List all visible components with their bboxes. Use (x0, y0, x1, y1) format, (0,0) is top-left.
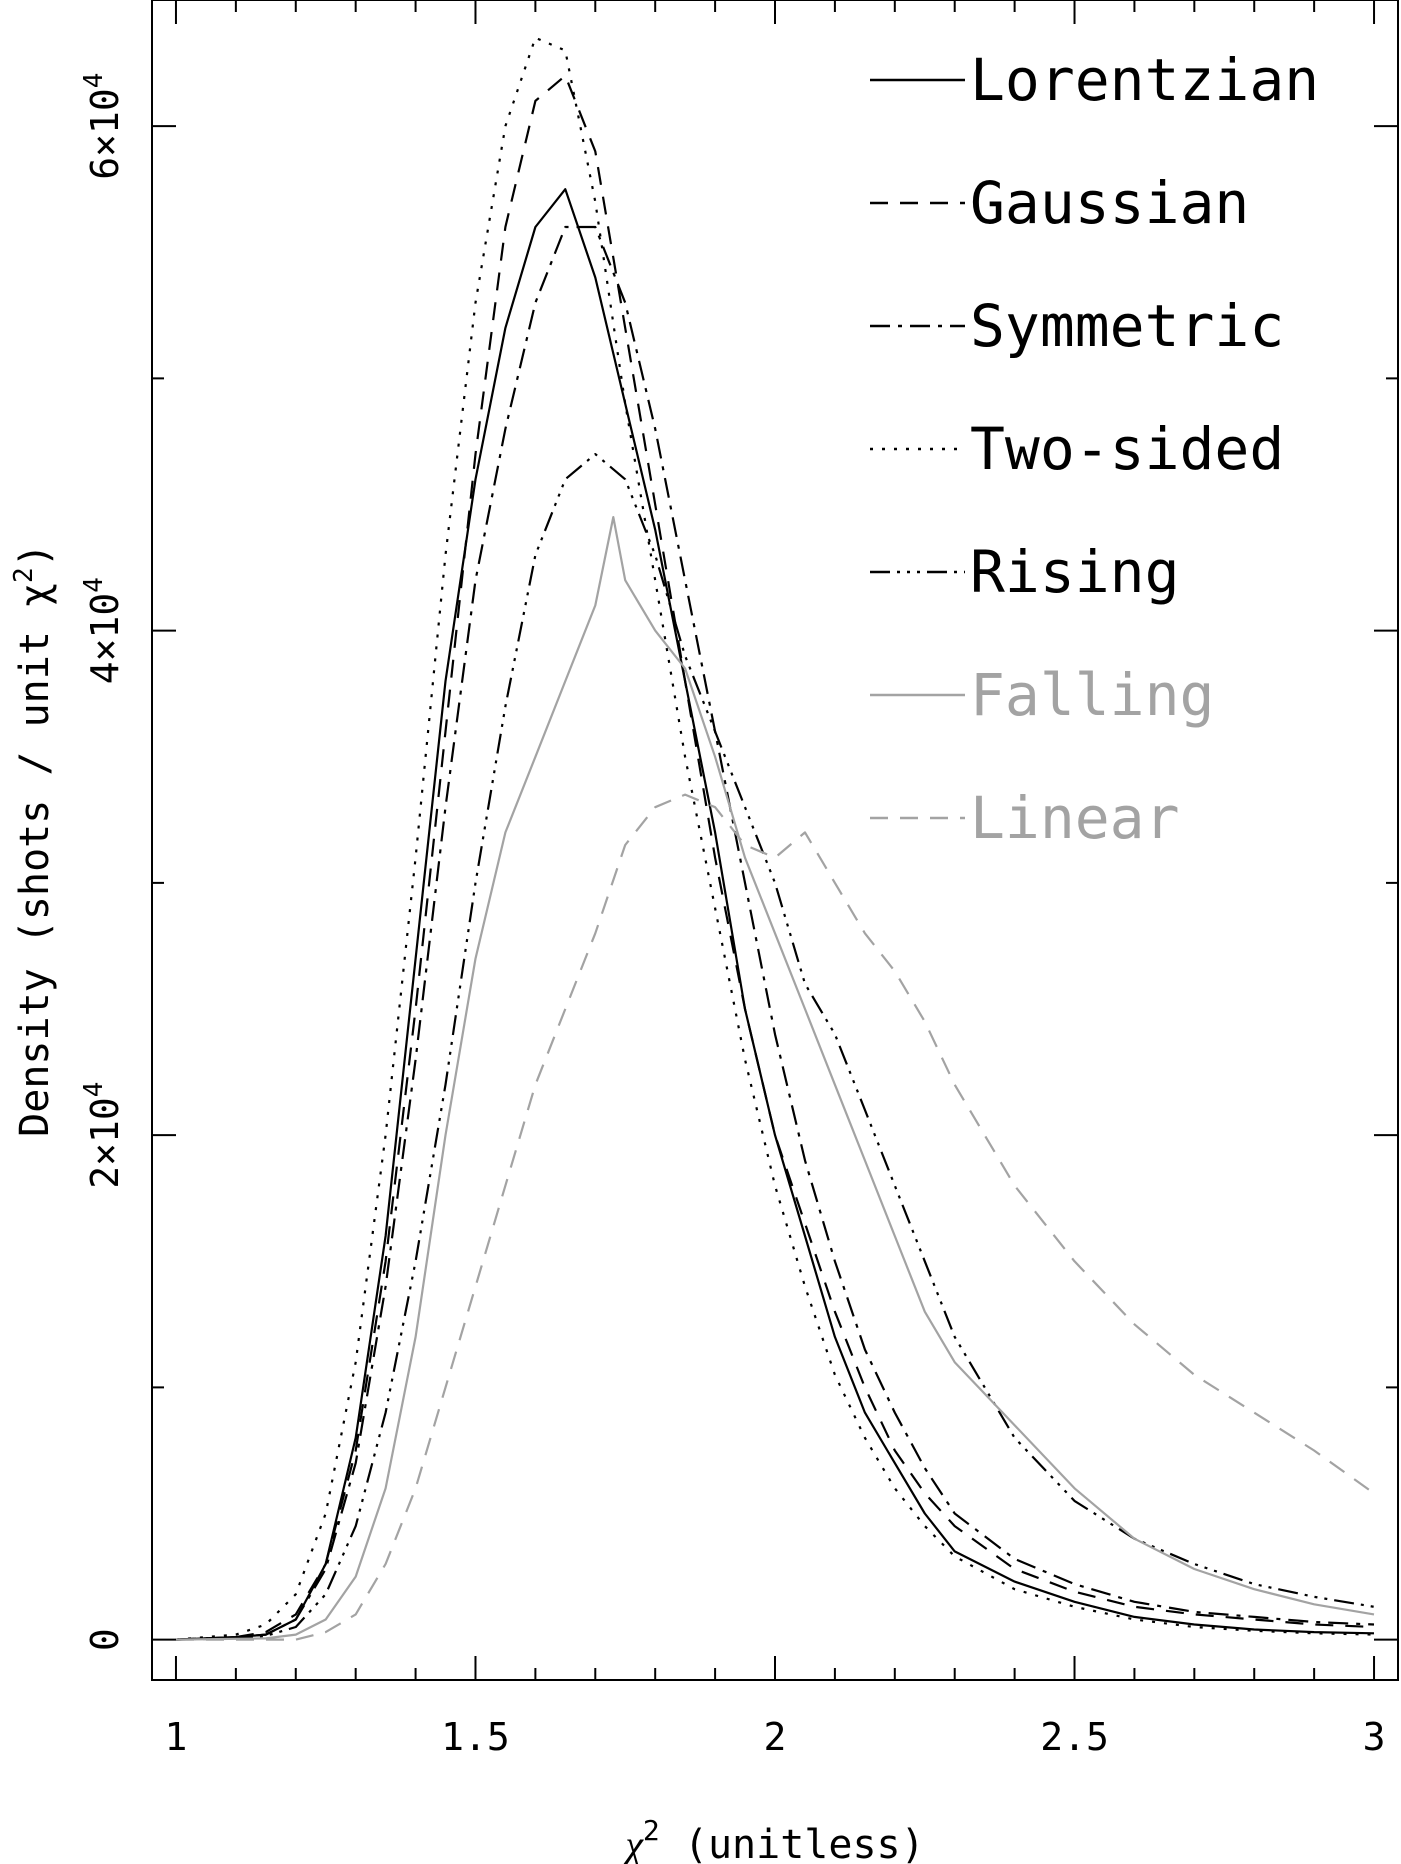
x-axis-title-main: χ (621, 1822, 644, 1864)
x-axis-title-sup: 2 (643, 1814, 660, 1847)
legend-label: Linear (970, 784, 1180, 852)
y-tick-label-base: 2×10 (83, 1097, 127, 1189)
y-tick-label-exp: 4 (79, 577, 109, 593)
y-tick-label-exp: 4 (79, 73, 109, 89)
y-axis-title: Density (shots / unit χ2) (9, 543, 58, 1137)
tick-marks (152, 0, 1398, 1680)
series-line-symmetric (175, 225, 1375, 1641)
legend-label: Two-sided (970, 415, 1284, 483)
x-tick-label: 1 (165, 1715, 188, 1759)
y-axis-title-sup: 2 (9, 567, 39, 583)
y-tick-label: 2×104 (79, 1082, 127, 1189)
y-axis-title-main: Density (shots / unit χ (12, 583, 58, 1137)
x-axis-title-rest: (unitless) (660, 1822, 925, 1864)
x-tick-label: 1.5 (441, 1715, 510, 1759)
legend-label: Symmetric (970, 292, 1284, 360)
y-axis-title-end: ) (12, 543, 58, 567)
x-tick-label: 2 (764, 1715, 787, 1759)
series-line-two-sided (175, 36, 1375, 1641)
x-tick-label: 3 (1363, 1715, 1386, 1759)
legend-label: Rising (970, 538, 1180, 606)
y-tick-label-base: 6×10 (83, 88, 127, 180)
y-tick-label-exp: 4 (79, 1082, 109, 1098)
y-tick-label: 0 (83, 1628, 127, 1651)
series-line-linear (176, 793, 1375, 1641)
legend-label: Falling (970, 661, 1214, 729)
plot-frame (151, 0, 1399, 1681)
legend: Lorentzian Gaussian Symmetric Two-sided Risi… (870, 46, 1319, 852)
y-tick-label-base: 0 (83, 1628, 127, 1651)
y-tick-label: 4×104 (79, 577, 127, 684)
x-tick-label: 2.5 (1040, 1715, 1109, 1759)
series-line-falling (175, 516, 1375, 1641)
legend-label: Gaussian (970, 169, 1249, 237)
series-line-gaussian (175, 74, 1375, 1641)
series-line-lorentzian (175, 188, 1375, 1641)
legend-label: Lorentzian (970, 46, 1319, 114)
y-tick-label: 6×104 (79, 73, 127, 180)
y-tick-label-base: 4×10 (83, 593, 127, 685)
x-axis-title: χ2 (unitless) (621, 1814, 924, 1864)
series-layer (175, 36, 1375, 1641)
